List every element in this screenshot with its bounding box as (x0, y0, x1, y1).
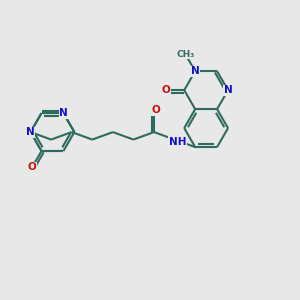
Text: O: O (152, 106, 160, 116)
Text: N: N (224, 85, 232, 95)
Text: N: N (26, 127, 35, 137)
Text: O: O (161, 85, 170, 95)
Text: NH: NH (169, 136, 186, 147)
Text: N: N (59, 108, 68, 118)
Text: N: N (191, 66, 200, 76)
Text: CH₃: CH₃ (176, 50, 194, 58)
Text: O: O (28, 162, 37, 172)
